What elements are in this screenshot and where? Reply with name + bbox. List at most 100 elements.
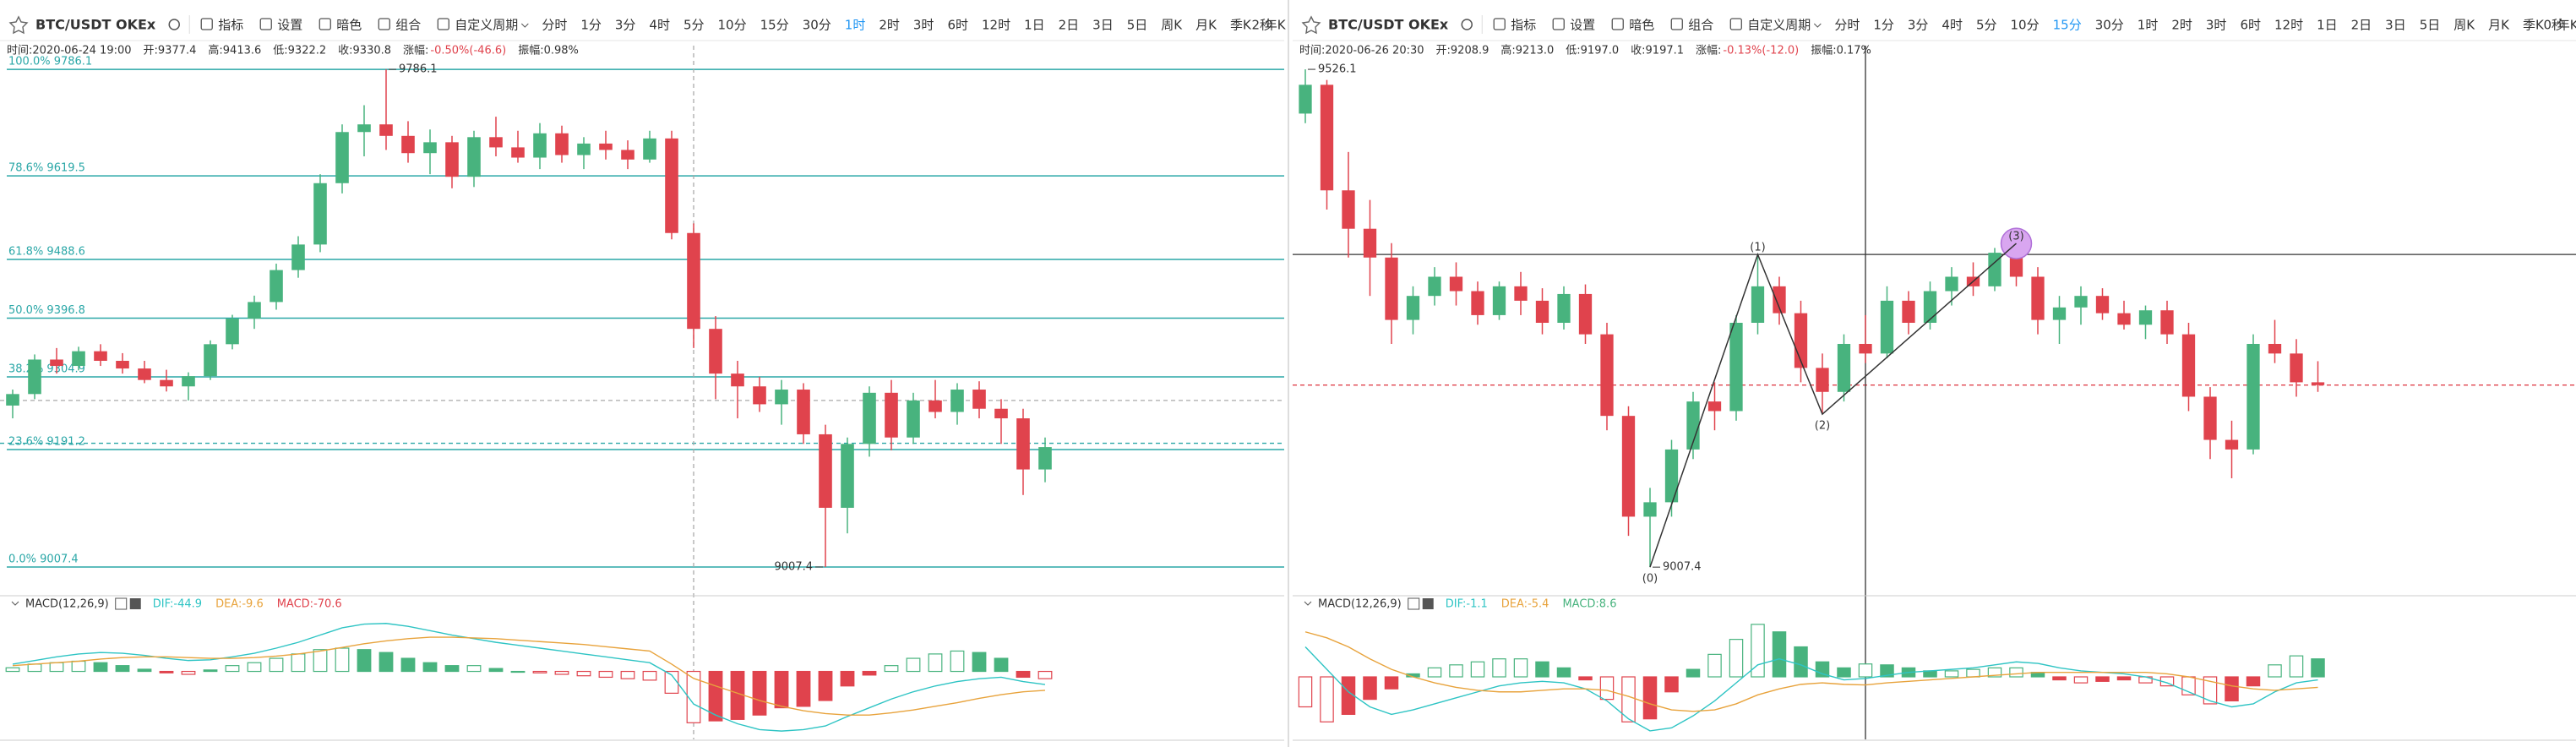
tool-icon[interactable] bbox=[1493, 18, 1506, 30]
tool-icon[interactable] bbox=[1729, 18, 1742, 30]
period-button[interactable]: 30分 bbox=[2095, 18, 2124, 33]
tool-button[interactable]: 设置 bbox=[277, 18, 302, 33]
tool-button[interactable]: 组合 bbox=[395, 18, 421, 33]
candle-body bbox=[1385, 257, 1398, 320]
tool-icon[interactable] bbox=[259, 18, 272, 30]
collapse-icon[interactable] bbox=[1304, 601, 1312, 606]
period-button[interactable]: 1时 bbox=[845, 18, 866, 33]
tool-button[interactable]: 暗色 bbox=[1629, 18, 1654, 33]
star-icon[interactable] bbox=[1301, 15, 1321, 35]
tool-icon[interactable] bbox=[1611, 18, 1624, 30]
macd-settings[interactable] bbox=[115, 597, 128, 610]
period-button[interactable]: 1时 bbox=[2138, 18, 2159, 33]
macd-bar bbox=[1944, 670, 1959, 678]
tool-button[interactable]: 设置 bbox=[1570, 18, 1595, 33]
macd-bar bbox=[1341, 676, 1356, 715]
candle-body bbox=[445, 142, 459, 177]
tool-icon[interactable] bbox=[437, 18, 449, 30]
macd-bar bbox=[576, 670, 591, 677]
period-button[interactable]: 3日 bbox=[1092, 18, 1114, 33]
period-button[interactable]: 3日 bbox=[2385, 18, 2406, 33]
tool-button[interactable]: 指标 bbox=[218, 18, 243, 33]
tool-icon[interactable] bbox=[378, 18, 390, 30]
period-button[interactable]: 5分 bbox=[1976, 18, 1997, 33]
period-button[interactable]: 5分 bbox=[683, 18, 705, 33]
symbol[interactable]: BTC/USDT OKEx bbox=[1328, 17, 1449, 33]
period-button[interactable]: 15分 bbox=[760, 18, 789, 33]
collapse-icon[interactable] bbox=[11, 601, 19, 606]
symbol[interactable]: BTC/USDT OKEx bbox=[35, 17, 156, 33]
tool-button[interactable]: 组合 bbox=[1688, 18, 1713, 33]
tool-icon[interactable] bbox=[319, 18, 331, 30]
period-button[interactable]: 2时 bbox=[2171, 18, 2192, 33]
period-button[interactable]: 周K bbox=[1161, 18, 1183, 33]
period-button[interactable]: 2时 bbox=[879, 18, 900, 33]
period-button[interactable]: 分时 bbox=[1834, 18, 1860, 33]
period-button[interactable]: 1分 bbox=[580, 18, 602, 33]
period-button[interactable]: 1分 bbox=[1873, 18, 1894, 33]
candle-body bbox=[929, 400, 942, 412]
candle-body bbox=[1923, 291, 1937, 323]
period-button[interactable]: 30分 bbox=[803, 18, 831, 33]
period-button[interactable]: 15分 bbox=[2053, 18, 2082, 33]
tool-button[interactable]: 自定义周期 bbox=[1747, 18, 1811, 33]
period-button[interactable]: 5日 bbox=[2420, 18, 2441, 33]
macd-bar bbox=[972, 652, 987, 673]
period-button[interactable]: 季K bbox=[1230, 18, 1252, 33]
candle-body bbox=[2311, 382, 2325, 385]
tool-icon[interactable] bbox=[1670, 18, 1683, 30]
period-button[interactable]: 2日 bbox=[1059, 18, 1080, 33]
tool-icon[interactable] bbox=[200, 18, 213, 30]
candle-body bbox=[1449, 276, 1463, 292]
period-button[interactable]: 10分 bbox=[2011, 18, 2040, 33]
period-button[interactable]: 月K bbox=[1195, 18, 1217, 33]
ohlc-info: 高:9413.6 bbox=[208, 44, 261, 57]
macd-bar bbox=[532, 670, 547, 673]
candle-body bbox=[972, 390, 986, 409]
macd-bar bbox=[2311, 658, 2325, 678]
tool-button[interactable]: 自定义周期 bbox=[455, 18, 518, 33]
macd-bar bbox=[862, 670, 877, 676]
search-icon[interactable] bbox=[168, 19, 180, 30]
tool-icon[interactable] bbox=[1552, 18, 1565, 30]
ohlc-info: 时间:2020-06-26 20:30 bbox=[1299, 45, 1424, 57]
period-button[interactable]: 4时 bbox=[1942, 18, 1963, 33]
period-button[interactable]: 3分 bbox=[615, 18, 636, 33]
period-button[interactable]: 6时 bbox=[947, 18, 968, 33]
tool-button[interactable]: 暗色 bbox=[336, 18, 362, 33]
period-button[interactable]: 分时 bbox=[542, 18, 567, 33]
macd-dea-line bbox=[12, 636, 1046, 716]
period-button[interactable]: 年K bbox=[2557, 18, 2576, 33]
tool-button[interactable]: 指标 bbox=[1511, 18, 1536, 33]
period-button[interactable]: 1日 bbox=[1024, 18, 1045, 33]
candle-body bbox=[687, 232, 700, 330]
period-button[interactable]: 季K bbox=[2523, 18, 2545, 33]
candle-body bbox=[248, 302, 261, 319]
period-button[interactable]: 3时 bbox=[913, 18, 934, 33]
candle-body bbox=[1816, 368, 1829, 392]
macd-bar bbox=[2116, 676, 2132, 681]
period-button[interactable]: 1日 bbox=[2317, 18, 2338, 33]
period-button[interactable]: 12时 bbox=[2274, 18, 2303, 33]
ohlc-info: 振幅:0.98% bbox=[518, 45, 579, 57]
period-button[interactable]: 12时 bbox=[982, 18, 1010, 33]
period-button[interactable]: 10分 bbox=[718, 18, 747, 33]
candle-body bbox=[555, 133, 569, 155]
period-button[interactable]: 3时 bbox=[2206, 18, 2227, 33]
period-button[interactable]: 5日 bbox=[1127, 18, 1148, 33]
search-icon[interactable] bbox=[1461, 19, 1473, 30]
macd-settings[interactable] bbox=[1408, 597, 1420, 610]
star-icon[interactable] bbox=[8, 15, 29, 35]
fib-label: 23.6% 9191.2 bbox=[8, 435, 85, 448]
macd-close[interactable] bbox=[129, 598, 141, 609]
period-button[interactable]: 年K bbox=[1265, 18, 1287, 33]
period-button[interactable]: 3分 bbox=[1908, 18, 1929, 33]
candle-body bbox=[2290, 353, 2303, 383]
period-button[interactable]: 2日 bbox=[2351, 18, 2372, 33]
macd-close[interactable] bbox=[1422, 598, 1434, 609]
macd-bar bbox=[247, 662, 262, 673]
period-button[interactable]: 周K bbox=[2453, 18, 2475, 33]
period-button[interactable]: 4时 bbox=[649, 18, 670, 33]
period-button[interactable]: 6时 bbox=[2240, 18, 2261, 33]
period-button[interactable]: 月K bbox=[2488, 18, 2510, 33]
